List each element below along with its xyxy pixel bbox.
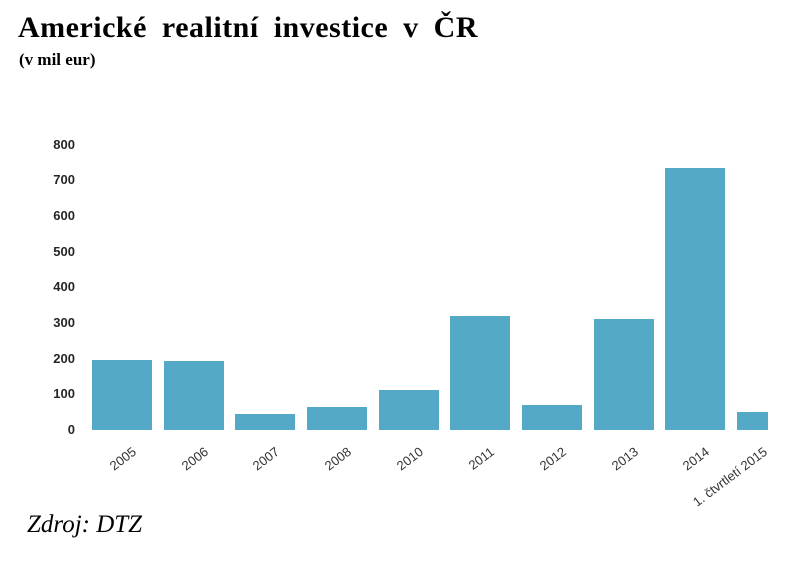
y-axis-tick-label: 0 — [67, 422, 75, 437]
x-axis-label: 2005 — [106, 444, 140, 474]
y-axis-tick-label: 300 — [53, 314, 75, 330]
x-axis-label: 2011 — [465, 444, 498, 473]
y-axis-tick-label: 800 — [53, 136, 75, 152]
bar-2005 — [92, 360, 152, 430]
y-axis-tick-label: 200 — [53, 350, 75, 366]
bar-2013 — [593, 319, 654, 430]
bar-2008 — [306, 406, 367, 430]
x-axis-label: 2008 — [321, 444, 355, 474]
bar-1. čtvrtletí 2015 — [736, 412, 768, 430]
source-note: Zdroj: DTZ — [27, 511, 143, 538]
y-axis-tick-label: 500 — [53, 243, 75, 259]
x-axis-label: 2007 — [250, 444, 283, 474]
bar-2014 — [665, 167, 726, 430]
y-axis-tick-label: 600 — [53, 207, 75, 223]
bar-2012 — [521, 405, 582, 430]
chart-title: Americké realitní investice v ČR — [18, 11, 479, 44]
x-axis-label: 2013 — [608, 444, 641, 474]
bar-2007 — [235, 413, 296, 430]
x-axis-label: 2010 — [393, 444, 426, 474]
x-axis-label: 2014 — [680, 444, 713, 474]
y-axis-tick-label: 700 — [53, 172, 75, 188]
bar-2011 — [450, 315, 511, 430]
y-axis-tick-label: 100 — [53, 386, 75, 402]
bar-2006 — [163, 361, 224, 430]
x-axis-label: 2006 — [178, 444, 211, 474]
x-axis-label: 2012 — [536, 444, 569, 474]
y-axis-tick-label: 400 — [53, 279, 75, 295]
chart-subtitle: (v mil eur) — [19, 50, 96, 69]
bar-2010 — [378, 390, 439, 430]
